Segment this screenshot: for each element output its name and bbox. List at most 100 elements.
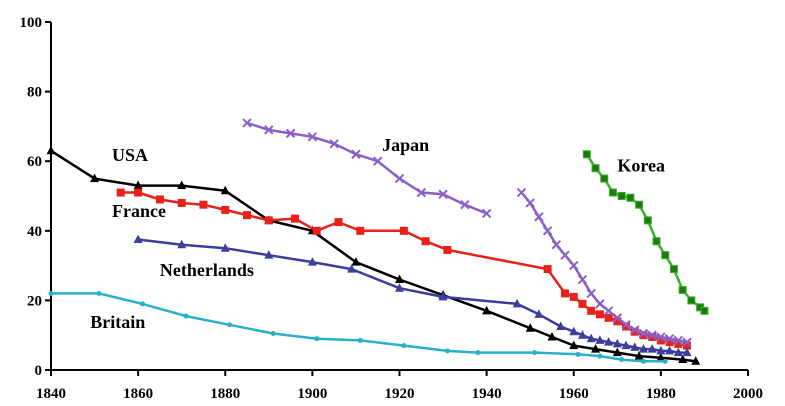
- data-point-france: [199, 200, 208, 209]
- y-ticks: 0 20 40 60 80 100: [20, 15, 51, 379]
- data-point-korea: [700, 306, 709, 315]
- data-point-britain: [575, 351, 581, 357]
- data-point-japan: [673, 335, 684, 346]
- data-point-britain: [139, 301, 145, 307]
- y-tick-label: 80: [27, 85, 42, 101]
- data-point-france: [543, 265, 552, 274]
- data-point-britain: [662, 358, 668, 364]
- data-point-japan: [621, 320, 631, 330]
- data-point-korea: [678, 285, 687, 294]
- data-point-japan: [285, 128, 296, 139]
- data-point-france: [264, 216, 273, 225]
- data-point-korea: [600, 174, 609, 183]
- data-point-netherlands: [656, 345, 666, 355]
- data-point-japan: [264, 125, 274, 135]
- data-point-netherlands: [569, 326, 579, 336]
- y-tick-label: 60: [27, 154, 42, 170]
- data-point-britain: [640, 358, 646, 364]
- data-point-japan: [438, 189, 448, 199]
- series-label-korea: Korea: [617, 156, 665, 176]
- data-point-usa: [591, 344, 601, 353]
- data-point-korea: [582, 150, 591, 159]
- data-point-netherlands: [512, 298, 522, 308]
- data-point-netherlands: [133, 234, 143, 243]
- series-label-japan: Japan: [382, 135, 429, 155]
- data-point-france: [421, 237, 430, 246]
- data-point-japan: [656, 332, 666, 342]
- data-point-japan: [542, 226, 553, 236]
- data-point-netherlands: [534, 309, 544, 318]
- data-point-japan: [638, 328, 649, 339]
- series-label-netherlands: Netherlands: [160, 260, 254, 280]
- y-tick-label: 20: [27, 293, 42, 309]
- data-point-britain: [597, 353, 603, 359]
- data-point-korea: [687, 296, 696, 305]
- data-point-korea: [661, 251, 670, 260]
- data-point-britain: [96, 290, 102, 296]
- data-point-france: [243, 211, 252, 220]
- data-point-britain: [48, 290, 54, 296]
- data-point-japan: [394, 173, 405, 184]
- data-point-france: [356, 226, 365, 235]
- data-point-korea: [608, 188, 617, 197]
- series-netherlands: [133, 234, 692, 357]
- y-tick-label: 0: [35, 363, 43, 379]
- data-point-japan: [560, 250, 570, 260]
- data-point-korea: [669, 265, 678, 274]
- data-point-france: [290, 214, 299, 223]
- data-point-netherlands: [577, 330, 587, 339]
- data-point-japan: [373, 156, 383, 166]
- x-tick-label: 1920: [385, 386, 415, 402]
- data-point-korea: [617, 192, 626, 200]
- data-point-france: [116, 188, 125, 197]
- data-point-usa: [351, 257, 361, 266]
- data-point-usa: [634, 351, 644, 360]
- x-tick-label: 1960: [559, 386, 589, 402]
- data-point-netherlands: [665, 345, 675, 355]
- x-tick-label: 1900: [297, 386, 327, 402]
- data-point-korea: [626, 193, 635, 202]
- data-point-france: [587, 306, 596, 315]
- series-line-netherlands: [136, 238, 689, 354]
- plot-frame: [50, 22, 748, 371]
- series-britain: [48, 290, 668, 364]
- data-point-netherlands: [220, 243, 230, 252]
- data-point-korea: [635, 200, 644, 209]
- x-tick-label: 1980: [646, 386, 676, 402]
- data-point-japan: [569, 260, 579, 271]
- data-point-japan: [351, 149, 361, 159]
- data-point-japan: [612, 313, 623, 323]
- data-point-usa: [482, 305, 492, 315]
- series-japan: [242, 118, 692, 347]
- data-point-netherlands: [647, 344, 657, 353]
- data-point-netherlands: [595, 335, 605, 344]
- data-point-japan: [577, 274, 588, 285]
- data-point-korea: [643, 216, 652, 225]
- x-tick-label: 1860: [123, 386, 153, 402]
- data-point-netherlands: [307, 257, 317, 266]
- data-point-netherlands: [556, 321, 566, 330]
- data-point-netherlands: [673, 347, 683, 357]
- series-korea: [582, 150, 709, 315]
- data-point-britain: [357, 337, 363, 343]
- data-point-usa: [220, 185, 230, 195]
- data-point-usa: [46, 145, 56, 155]
- x-tick-label: 2000: [733, 386, 763, 402]
- data-point-britain: [183, 313, 189, 319]
- data-point-japan: [242, 118, 252, 128]
- data-point-france: [177, 198, 186, 207]
- data-point-japan: [595, 299, 605, 309]
- data-point-france: [569, 292, 578, 301]
- data-point-france: [578, 299, 587, 308]
- data-point-france: [443, 245, 452, 254]
- data-point-netherlands: [586, 333, 596, 343]
- series-label-france: France: [112, 201, 166, 221]
- data-point-france: [312, 226, 321, 235]
- data-point-britain: [532, 350, 538, 356]
- data-point-france: [221, 205, 230, 214]
- data-point-netherlands: [630, 342, 640, 351]
- data-point-france: [561, 289, 570, 298]
- data-point-netherlands: [612, 338, 622, 348]
- x-tick-label: 1880: [210, 386, 240, 402]
